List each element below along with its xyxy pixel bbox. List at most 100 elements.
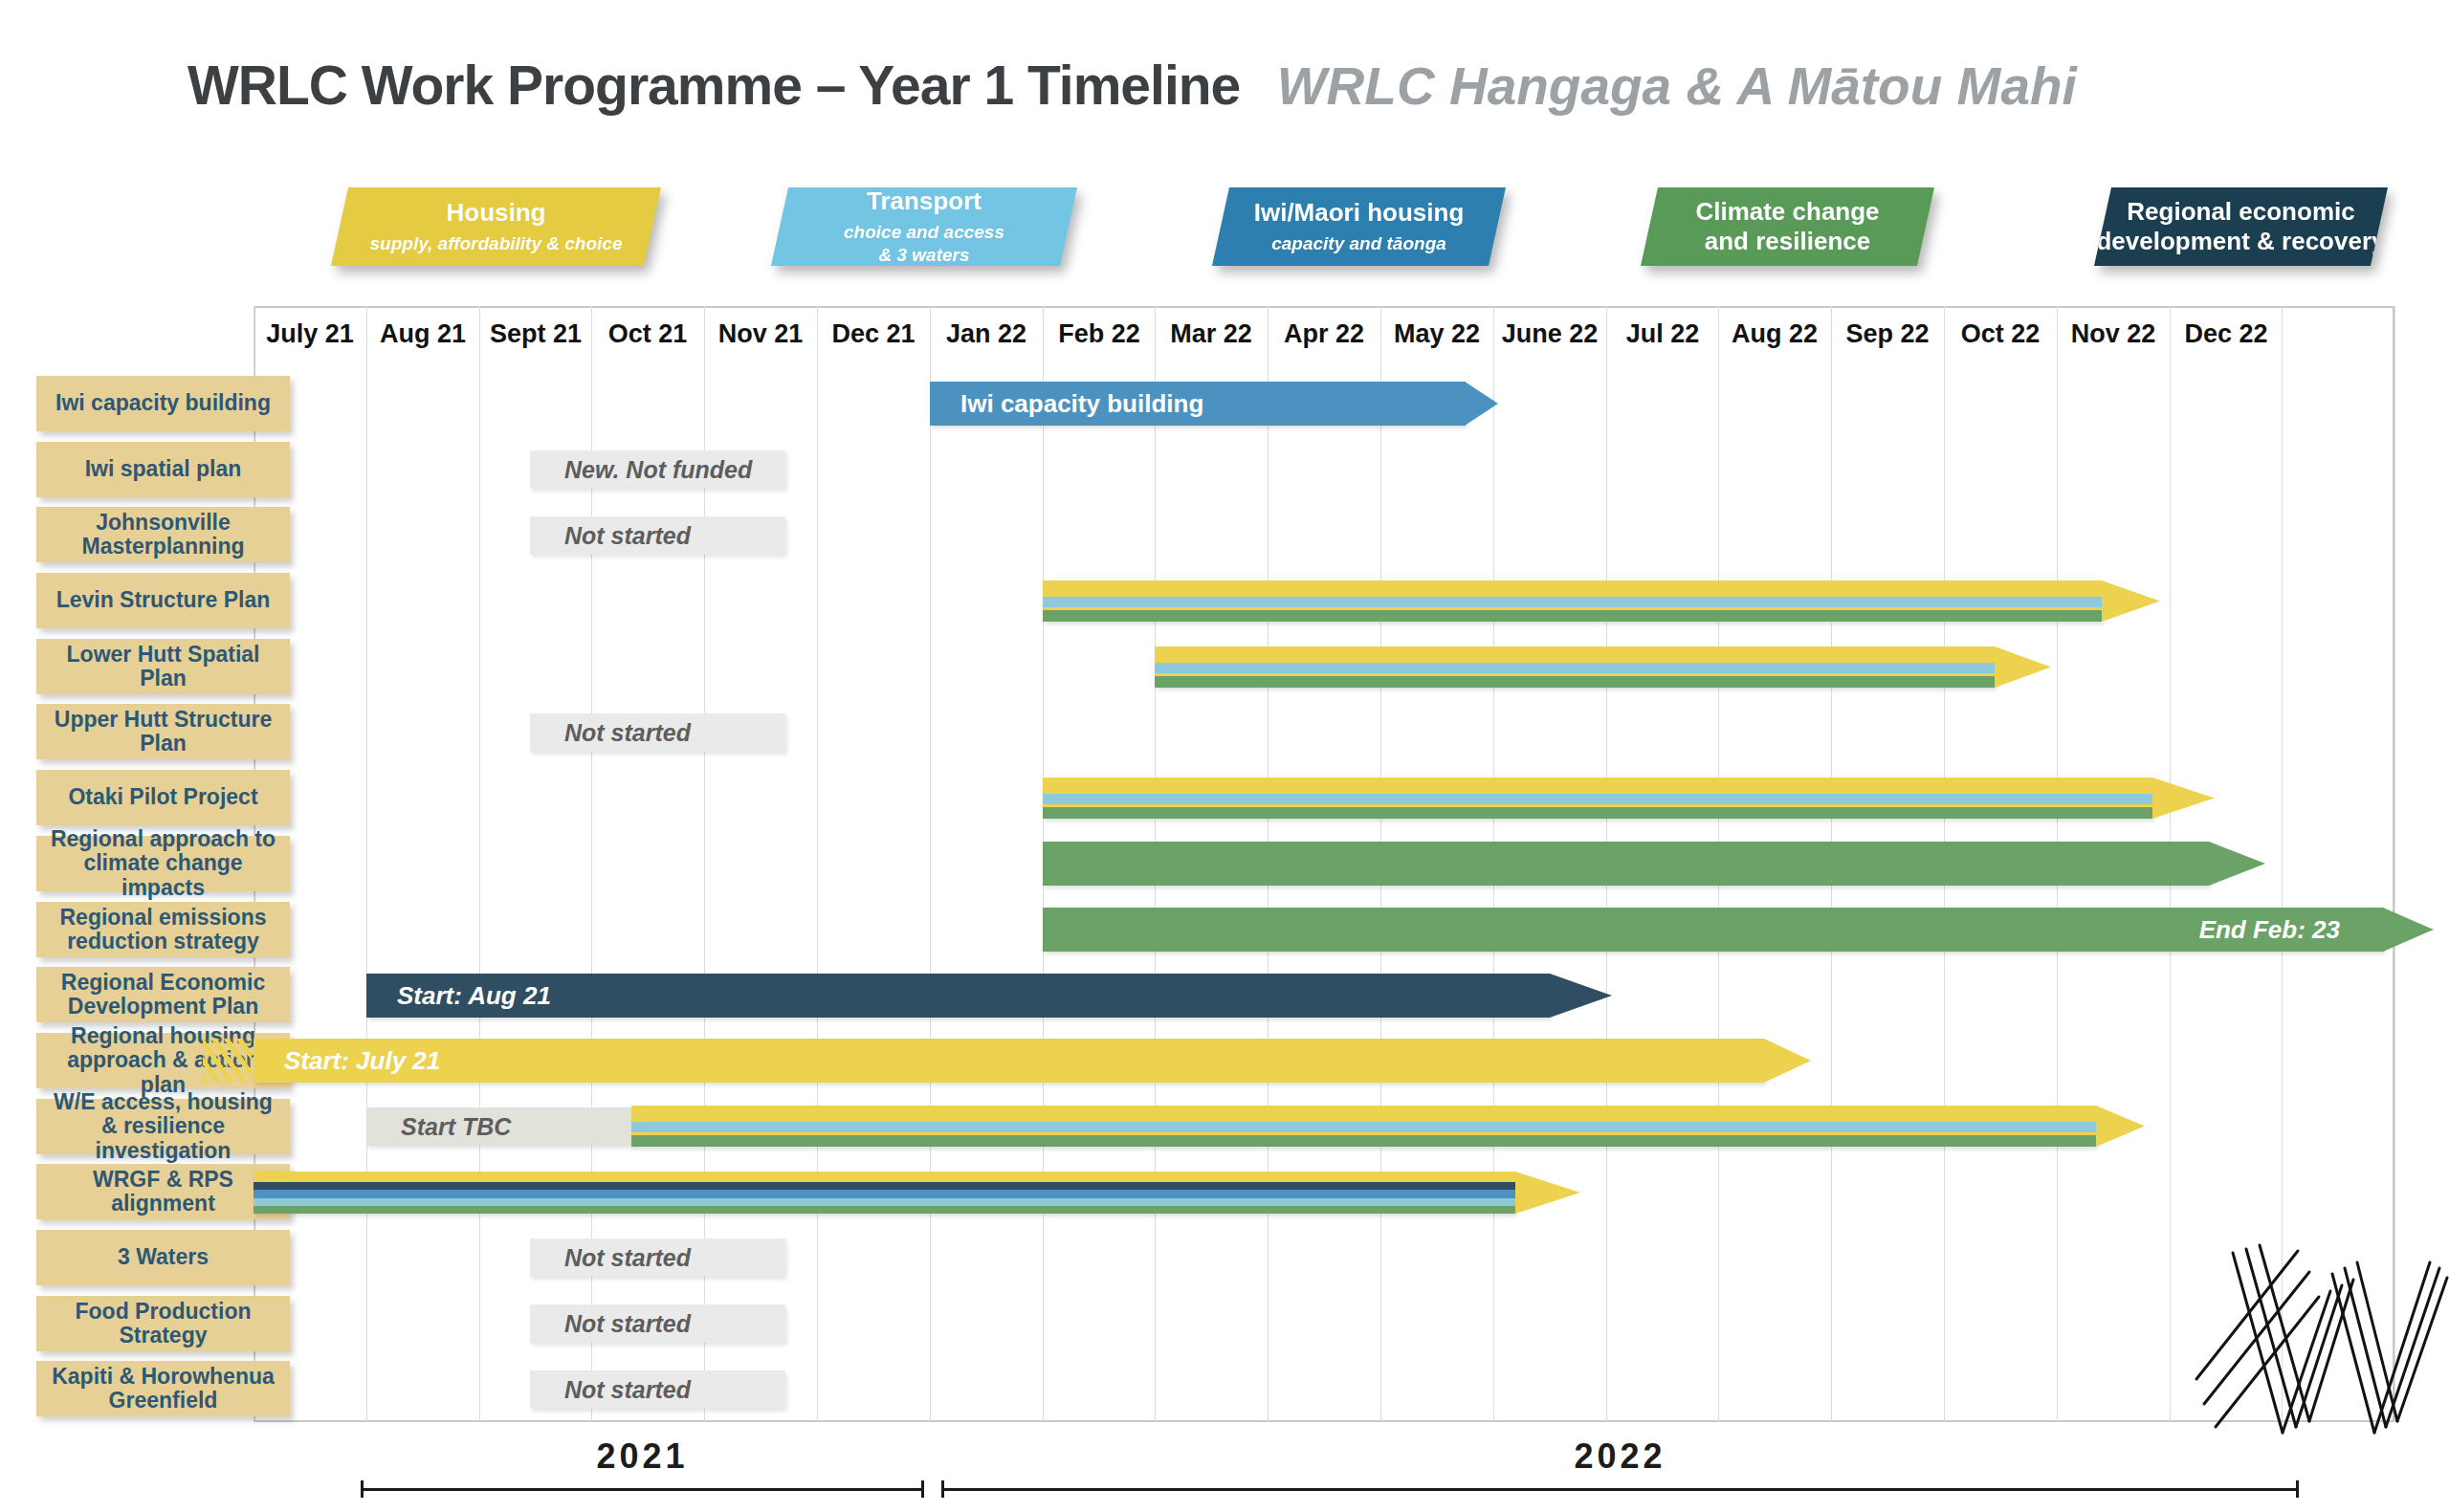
- bar-stripe: [1043, 597, 2102, 607]
- banner-shape: Iwi/Maori housingcapacity and tāonga: [1212, 187, 1506, 266]
- status-box-3-waters: Not started: [530, 1238, 785, 1277]
- row-label-otaki-pilot-project: Otaki Pilot Project: [36, 770, 290, 825]
- banner-title: Regional economic development & recovery: [2096, 197, 2385, 255]
- bar-text: Start: Aug 21: [366, 981, 551, 1011]
- category-banner-regional-economic: Regional economic development & recovery: [2094, 187, 2388, 266]
- month-label-feb-22: Feb 22: [1043, 319, 1156, 349]
- bar-stripe: [254, 1198, 1515, 1206]
- bar-stripe: [254, 1182, 1515, 1190]
- bar-stripe: [254, 1190, 1515, 1198]
- row-label-upper-hutt-structure-plan: Upper Hutt Structure Plan: [36, 704, 290, 759]
- month-label-mar-22: Mar 22: [1155, 319, 1268, 349]
- bar-stripe: [1155, 663, 1995, 673]
- bar-stripe: [1043, 778, 2152, 794]
- status-text: Not started: [530, 719, 691, 747]
- banner-title: Climate change and resilience: [1695, 197, 1879, 255]
- bar-regional-housing-approach-action-plan: Start: July 21: [254, 1039, 1764, 1083]
- row-label-johnsonville-masterplanning: Johnsonville Masterplanning: [36, 507, 290, 562]
- bar-iwi-capacity-building: Iwi capacity building: [930, 382, 1466, 426]
- month-label-oct-22: Oct 22: [1944, 319, 2057, 349]
- year-bracket-tick: [941, 1480, 944, 1498]
- row-label-iwi-capacity-building: Iwi capacity building: [36, 376, 290, 431]
- bar-arrow: [2383, 908, 2434, 952]
- status-box-w-e-access-housing-resilience-investigation: Start TBC: [366, 1107, 634, 1146]
- bar-text: Start: July 21: [254, 1046, 440, 1076]
- category-banner-housing: Housingsupply, affordability & choice: [331, 187, 661, 266]
- month-label-july-21: July 21: [254, 319, 366, 349]
- category-banner-transport: Transport choice and access & 3 waters: [771, 187, 1077, 266]
- bar-regional-approach-to-climate-change-impacts: [1043, 842, 2209, 886]
- banner-subtitle: capacity and tāonga: [1271, 232, 1446, 255]
- year-bracket-2022: [941, 1488, 2299, 1491]
- grid-line-month: [817, 306, 818, 1422]
- grid-line-month: [366, 306, 367, 1422]
- month-label-dec-22: Dec 22: [2170, 319, 2283, 349]
- bar-wrgf-rps-alignment: [254, 1172, 1515, 1214]
- banner-title: Transport: [867, 186, 982, 216]
- year-bracket-2021: [361, 1488, 924, 1491]
- wrlc-logo-icon: [2183, 1236, 2449, 1457]
- category-banner-iwi-maori-housing: Iwi/Maori housingcapacity and tāonga: [1212, 187, 1506, 266]
- grid-line-month: [930, 306, 931, 1422]
- row-label-regional-housing-approach-action-plan: Regional housing approach & action plan: [36, 1033, 290, 1088]
- bar-stripe: [1043, 581, 2102, 597]
- row-label-iwi-spatial-plan: Iwi spatial plan: [36, 442, 290, 497]
- hatch-block-regional-housing-approach-action-plan: [203, 1039, 252, 1083]
- status-text: New. Not funded: [530, 456, 752, 484]
- bar-stripe: [1155, 646, 1995, 663]
- bar-stripe: [1155, 676, 1995, 688]
- banner-subtitle: choice and access & 3 waters: [844, 221, 1004, 267]
- bar-text: Iwi capacity building: [930, 389, 1203, 419]
- year-label-2022: 2022: [941, 1436, 2299, 1477]
- banner-shape: Transport choice and access & 3 waters: [771, 187, 1077, 266]
- row-label-levin-structure-plan: Levin Structure Plan: [36, 573, 290, 628]
- banner-shape: Housingsupply, affordability & choice: [331, 187, 661, 266]
- month-label-sep-22: Sep 22: [1831, 319, 1944, 349]
- month-label-aug-21: Aug 21: [366, 319, 479, 349]
- bar-stripe: [631, 1122, 2096, 1132]
- bar-w-e-access-housing-resilience-investigation: [631, 1106, 2096, 1147]
- status-box-kapiti-horowhenua-greenfield: Not started: [530, 1370, 785, 1409]
- bar-stripe: [1043, 794, 2152, 804]
- page-subtitle: WRLC Hangaga & A Mātou Mahi: [1277, 55, 2077, 117]
- bar-stripe: [254, 1172, 1515, 1182]
- status-box-food-production-strategy: Not started: [530, 1304, 785, 1343]
- status-box-upper-hutt-structure-plan: Not started: [530, 713, 785, 752]
- row-label-regional-approach-to-climate-change-impacts: Regional approach to climate change impa…: [36, 836, 290, 891]
- bar-stripe: [254, 1206, 1515, 1214]
- row-label-lower-hutt-spatial-plan: Lower Hutt Spatial Plan: [36, 639, 290, 694]
- month-label-june-22: June 22: [1493, 319, 1606, 349]
- page-title: WRLC Work Programme – Year 1 Timeline: [188, 54, 1240, 117]
- row-label-food-production-strategy: Food Production Strategy: [36, 1296, 290, 1351]
- bar-stripe: [631, 1106, 2096, 1122]
- year-bracket-tick: [2296, 1480, 2299, 1498]
- row-label-kapiti-horowhenua-greenfield: Kapiti & Horowhenua Greenfield: [36, 1361, 290, 1416]
- banner-shape: Regional economic development & recovery: [2094, 187, 2388, 266]
- month-label-apr-22: Apr 22: [1268, 319, 1380, 349]
- status-text: Not started: [530, 522, 691, 550]
- row-label-3-waters: 3 Waters: [36, 1230, 290, 1285]
- bar-otaki-pilot-project: [1043, 778, 2152, 819]
- grid-line-month: [479, 306, 480, 1422]
- month-label-nov-21: Nov 21: [704, 319, 817, 349]
- month-label-oct-21: Oct 21: [591, 319, 704, 349]
- month-label-aug-22: Aug 22: [1718, 319, 1831, 349]
- year-bracket-tick: [921, 1480, 924, 1498]
- bar-stripe: [1043, 807, 2152, 819]
- status-box-iwi-spatial-plan: New. Not funded: [530, 450, 785, 489]
- row-label-regional-emissions-reduction-strategy: Regional emissions reduction strategy: [36, 902, 290, 957]
- bar-stripe: [631, 1135, 2096, 1147]
- month-label-nov-22: Nov 22: [2057, 319, 2170, 349]
- row-label-wrgf-rps-alignment: WRGF & RPS alignment: [36, 1164, 290, 1219]
- row-label-w-e-access-housing-resilience-investigation: W/E access, housing & resilience investi…: [36, 1099, 290, 1154]
- bar-lower-hutt-spatial-plan: [1155, 646, 1995, 688]
- banner-subtitle: supply, affordability & choice: [370, 232, 623, 255]
- year-label-2021: 2021: [361, 1436, 924, 1477]
- status-text: Not started: [530, 1376, 691, 1404]
- month-label-may-22: May 22: [1380, 319, 1493, 349]
- month-label-jan-22: Jan 22: [930, 319, 1043, 349]
- month-label-dec-21: Dec 21: [817, 319, 930, 349]
- row-label-regional-economic-development-plan: Regional Economic Development Plan: [36, 967, 290, 1022]
- bar-stripe: [1043, 610, 2102, 622]
- status-text: Not started: [530, 1244, 691, 1272]
